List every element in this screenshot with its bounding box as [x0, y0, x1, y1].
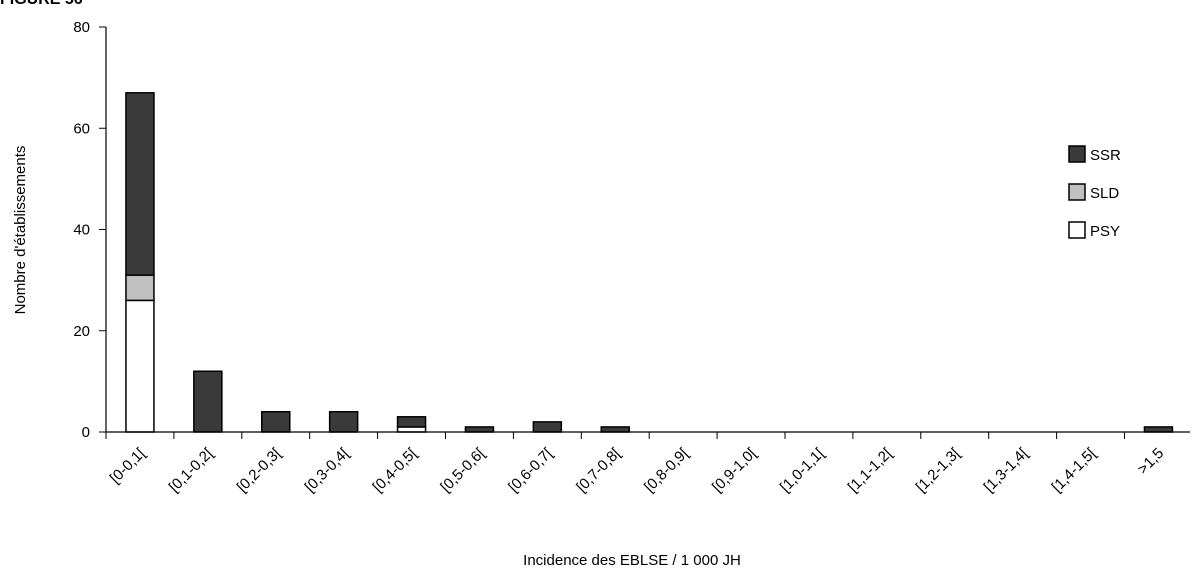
x-tick-label: [1,3-1,4[: [981, 444, 1033, 496]
legend-swatch-psy: [1068, 221, 1086, 239]
legend: SSR SLD PSY: [1068, 145, 1121, 240]
bar-segment-ssr: [1143, 426, 1174, 433]
y-tick-label: 60: [73, 120, 90, 137]
x-tick-label: [0,7-0,8[: [573, 444, 625, 496]
bar-segment-ssr: [600, 426, 630, 433]
x-tick-label: [0,3-0,4[: [302, 444, 354, 496]
legend-label-ssr: SSR: [1090, 147, 1121, 164]
legend-swatch-ssr: [1068, 145, 1086, 163]
bar-segment-ssr: [464, 426, 495, 433]
axes-group: [105, 27, 1190, 433]
x-tick-label: [0,4-0,5[: [369, 444, 421, 496]
x-ticks-group: [0-0,1[ [0,1-0,2[ [0,2-0,3[ [0,3-0,4[ [0,4-0…: [105, 432, 1167, 496]
x-axis-title: Incidence des EBLSE / 1 000 JH: [523, 552, 741, 569]
x-tick-label: [1,2-1,3[: [913, 444, 965, 496]
y-tick-label: 20: [73, 323, 90, 340]
bar-segment-ssr: [193, 370, 223, 433]
y-axis-title: Nombre d'établissements: [12, 146, 29, 315]
bar-segment-ssr: [328, 411, 359, 433]
legend-swatch-sld: [1068, 183, 1086, 201]
x-tick-label: [0,6-0,7[: [505, 444, 557, 496]
legend-label-psy: PSY: [1090, 223, 1120, 240]
x-tick-label: >1,5: [1134, 445, 1167, 478]
x-tick-label: [0,5-0,6[: [437, 444, 489, 496]
bars-group: [125, 92, 1174, 433]
y-tick-label: 40: [73, 222, 90, 239]
bar-segment-sld: [125, 274, 155, 302]
y-tick-label: 80: [73, 19, 90, 36]
bar-segment-ssr: [532, 421, 563, 433]
y-tick-label: 0: [82, 424, 90, 441]
x-tick-label: [1,4-1,5[: [1048, 444, 1100, 496]
x-tick-label: [0,2-0,3[: [234, 444, 286, 496]
bar-segment-ssr: [261, 411, 291, 433]
x-tick-label: [0,8-0,9[: [641, 444, 693, 496]
x-tick-label: [1,0-1,1[: [777, 444, 829, 496]
figure-label: FIGURE 56: [0, 0, 83, 9]
bar-segment-ssr: [396, 416, 427, 428]
x-tick-label: [1,1-1,2[: [845, 444, 897, 496]
x-tick-label: [0,9-1,0[: [709, 444, 761, 496]
bar-segment-psy: [125, 299, 155, 433]
bar-segment-ssr: [125, 92, 155, 276]
x-tick-label: [0-0,1[: [107, 444, 150, 487]
legend-label-sld: SLD: [1090, 185, 1119, 202]
bar-segment-psy: [396, 426, 427, 433]
y-ticks-group: 0 20 40 60 80: [73, 19, 106, 441]
x-tick-label: [0,1-0,2[: [166, 444, 218, 496]
